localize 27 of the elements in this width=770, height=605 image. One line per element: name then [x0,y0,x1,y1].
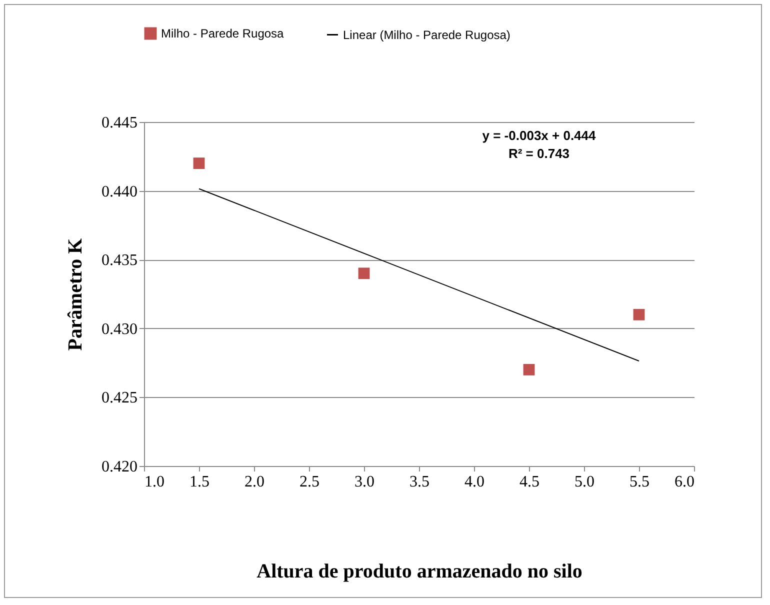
legend-label: Milho - Parede Rugosa [161,26,284,41]
x-tick-label: 3.5 [410,474,430,490]
x-tick-label: 1.5 [190,474,210,490]
annotation: y = -0.003x + 0.444 [482,128,597,143]
x-tick-label: 5.0 [574,474,594,490]
y-tick-label: 0.420 [102,458,138,476]
x-tick-label: 2.0 [244,474,264,490]
annotation: R² = 0.743 [508,146,570,161]
x-tick-label: 4.5 [520,474,540,490]
x-axis-title: Altura de produto armazenado no silo [256,560,582,582]
x-tick-label: 4.0 [464,474,484,490]
x-tick-label: 6.0 [674,474,694,490]
y-tick-label: 0.440 [102,183,138,200]
y-tick-label: 0.430 [102,320,138,338]
point [523,364,535,376]
legend-label: Linear (Milho - Parede Rugosa) [343,28,510,42]
y-tick-label: 0.445 [102,114,138,132]
x-tick-label: 2.5 [300,474,320,490]
y-tick-label: 0.425 [102,390,138,407]
point [358,268,370,280]
x-tick-label: 3.0 [354,474,374,490]
x-tick-label: 1.0 [144,474,164,490]
y-tick-label: 0.435 [102,252,138,270]
x-tick-label: 5.5 [630,474,650,490]
y-axis-title: Parâmetro K [64,238,86,351]
point [633,308,645,320]
point [193,158,205,169]
